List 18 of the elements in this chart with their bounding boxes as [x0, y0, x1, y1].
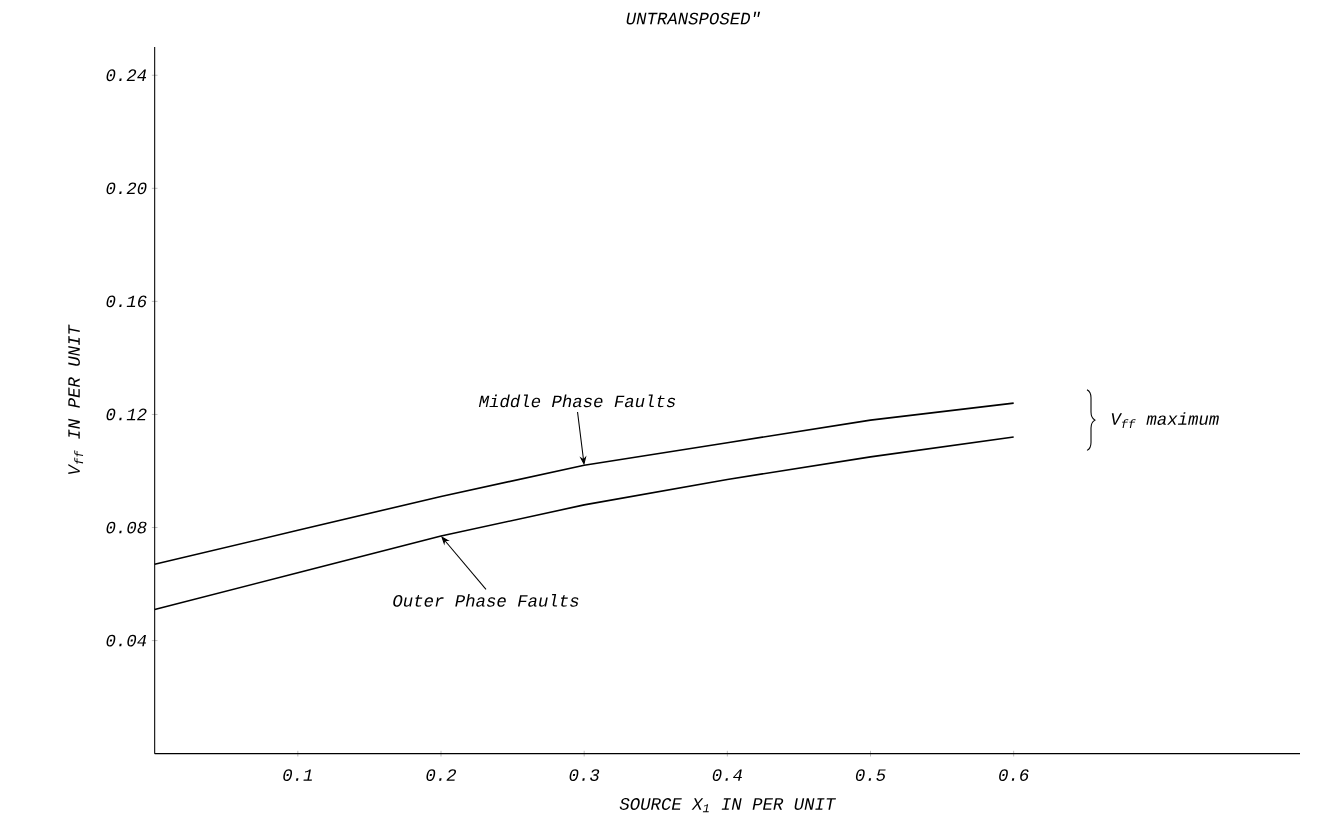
- text: Middle Phase Faults: [478, 394, 676, 408]
- x-axis-title: SOURCE X$_{1}$ IN PER UNIT: [619, 798, 836, 813]
- y-axis-title: V$_{ff}$ IN PER UNIT: [68, 324, 84, 475]
- y-tick-label: 0.12: [106, 408, 147, 421]
- y-tick-label: 0.16: [106, 295, 147, 308]
- x-tick-label: 0.4: [712, 769, 742, 781]
- annotation: V$_{ff}$ maximum: [1111, 412, 1219, 429]
- x-tick-label: 0.2: [426, 769, 457, 781]
- chart-title: UNTRANSPOSED": [626, 11, 761, 25]
- x-tick-label: 0.3: [569, 769, 600, 781]
- y-tick-label: 0.04: [106, 634, 147, 647]
- x-tick-label: 0.6: [999, 769, 1029, 781]
- y-tick-label: 0.08: [106, 521, 147, 534]
- x-tick-label: 0.1: [283, 769, 312, 781]
- y-tick-label: 0.20: [106, 182, 147, 195]
- y-tick-label: 0.24: [106, 69, 147, 82]
- text: Outer Phase Faults: [393, 594, 579, 607]
- x-tick-label: 0.5: [855, 769, 886, 781]
